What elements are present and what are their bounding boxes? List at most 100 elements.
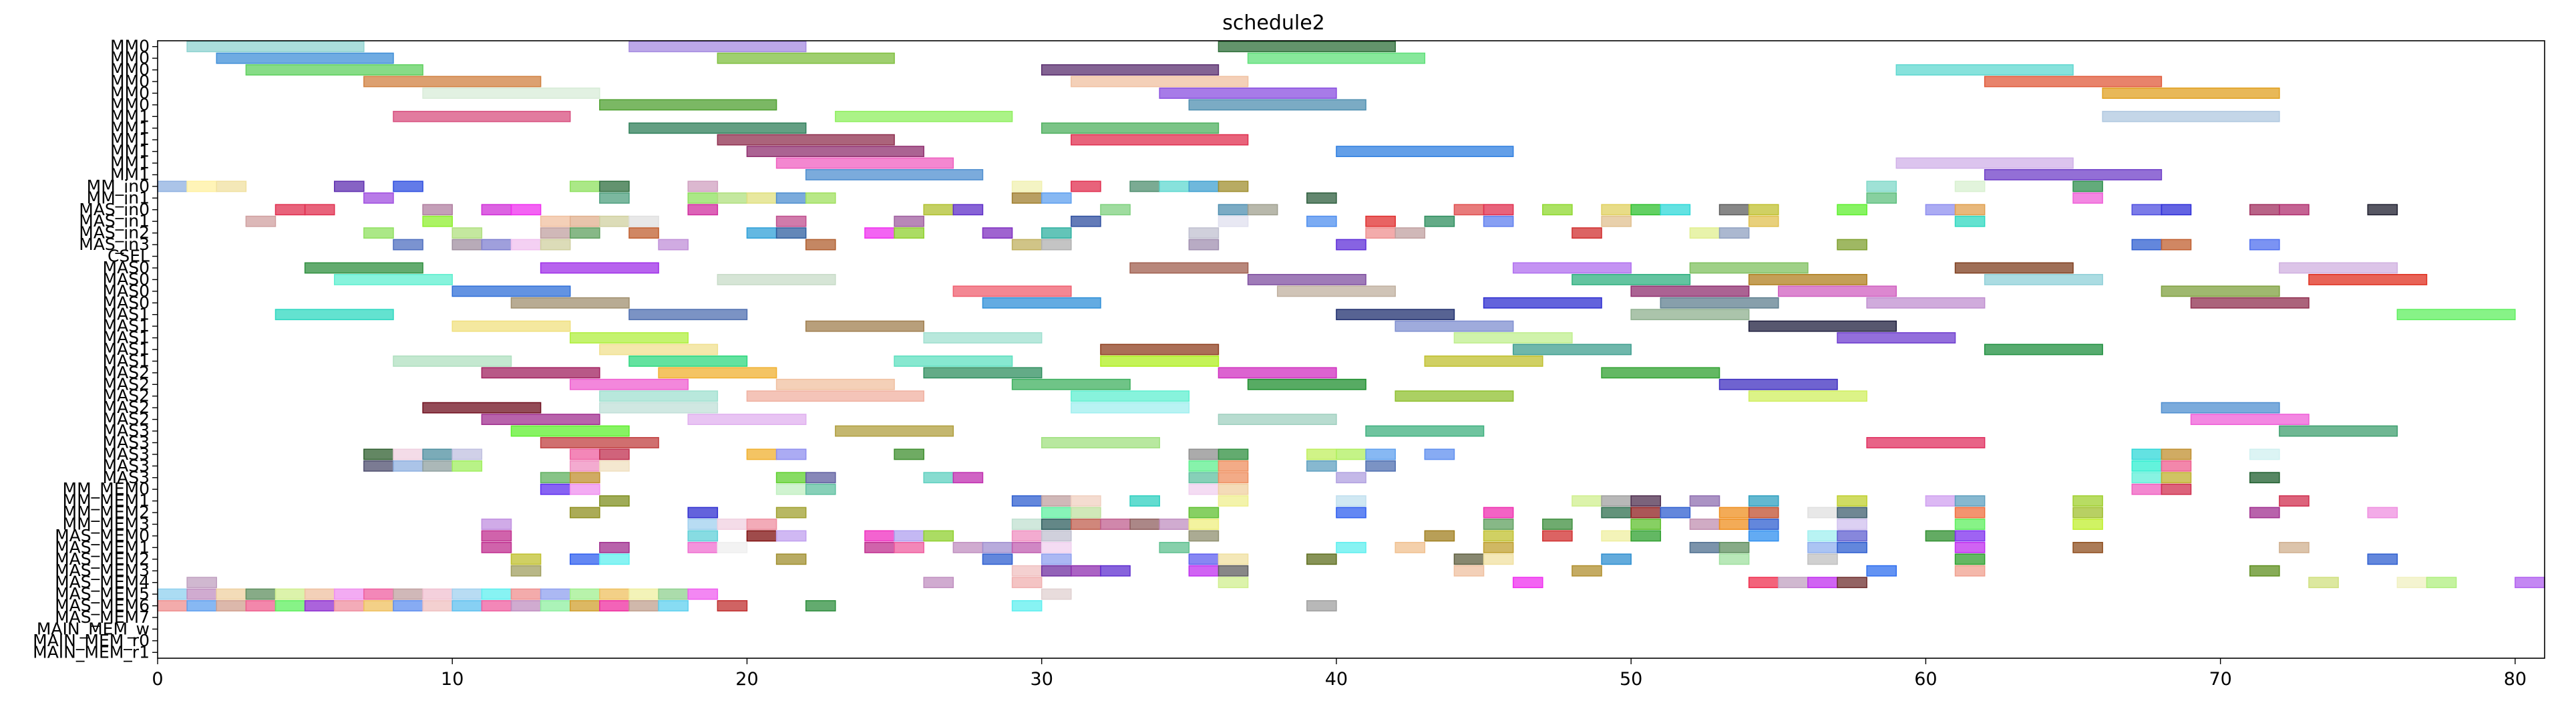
task-bar xyxy=(805,483,836,495)
task-bar xyxy=(393,448,423,460)
task-bar xyxy=(1807,507,1838,519)
task-bar xyxy=(687,541,719,553)
task-bar xyxy=(775,507,807,519)
task-bar xyxy=(1218,367,1337,379)
task-bar xyxy=(1276,285,1396,297)
task-bar xyxy=(599,495,630,507)
task-bar xyxy=(451,320,571,332)
task-bar xyxy=(1807,553,1838,565)
task-bar xyxy=(628,41,807,53)
task-bar xyxy=(1718,204,1750,216)
y-tick-label: MAS_MEM0 xyxy=(55,526,150,545)
task-bar xyxy=(982,297,1101,309)
task-bar xyxy=(393,180,423,192)
task-bar xyxy=(422,448,453,460)
task-bar xyxy=(864,541,895,553)
task-bar xyxy=(1954,530,1986,542)
y-tick-label: MAS3 xyxy=(103,421,150,440)
task-bar xyxy=(1748,320,1897,332)
task-bar xyxy=(2131,460,2163,472)
task-bar xyxy=(422,215,453,227)
y-tick-label: MAS3 xyxy=(103,456,150,475)
task-bar xyxy=(1159,88,1337,99)
task-bar xyxy=(894,541,924,553)
task-bar xyxy=(1188,180,1220,192)
task-bar xyxy=(304,588,335,600)
task-bar xyxy=(2131,239,2163,251)
task-bar xyxy=(2131,204,2163,216)
task-bar xyxy=(599,402,719,414)
task-bar xyxy=(1218,180,1249,192)
task-bar xyxy=(717,273,836,285)
y-tick-label: MAIN_MEM_r1 xyxy=(33,642,150,662)
task-bar xyxy=(687,507,719,519)
task-bar xyxy=(2072,507,2103,519)
task-bar xyxy=(1895,64,2074,76)
y-tick-label: MM0 xyxy=(110,48,150,67)
task-bar xyxy=(1837,239,1867,251)
task-bar xyxy=(1689,262,1809,274)
task-bar xyxy=(1365,425,1485,437)
task-bar xyxy=(2161,448,2192,460)
task-bar xyxy=(1483,215,1514,227)
task-bar xyxy=(1188,460,1220,472)
task-bar xyxy=(1188,483,1220,495)
task-bar xyxy=(569,507,600,519)
task-bar xyxy=(599,215,630,227)
task-bar xyxy=(363,227,394,239)
task-bar xyxy=(1041,530,1072,542)
task-bar xyxy=(2072,519,2103,530)
task-bar xyxy=(599,588,630,600)
task-bar xyxy=(1984,273,2103,285)
task-bar xyxy=(1129,262,1249,274)
task-bar xyxy=(1247,378,1366,390)
task-bar xyxy=(1336,507,1366,519)
task-bar xyxy=(1483,541,1514,553)
task-bar xyxy=(628,309,748,321)
task-bar xyxy=(952,541,984,553)
task-bar xyxy=(775,530,807,542)
task-bar xyxy=(1218,577,1249,589)
task-bar xyxy=(1630,495,1662,507)
y-tick-label: MAS2 xyxy=(103,363,150,382)
task-bar xyxy=(1365,227,1396,239)
task-bar xyxy=(363,588,394,600)
task-bar xyxy=(1660,507,1691,519)
task-bar xyxy=(569,472,600,484)
task-bar xyxy=(1336,146,1514,158)
task-bar xyxy=(245,588,277,600)
task-bar xyxy=(923,204,954,216)
task-bar xyxy=(1866,297,1986,309)
task-bar xyxy=(775,378,895,390)
task-bar xyxy=(422,588,453,600)
task-bar xyxy=(1837,541,1867,553)
task-bar xyxy=(1925,204,1956,216)
task-bar xyxy=(245,64,423,76)
task-bar xyxy=(2161,460,2192,472)
y-tick-label: MAS_in2 xyxy=(79,223,150,243)
task-bar xyxy=(1807,541,1838,553)
task-bar xyxy=(1100,565,1131,577)
task-bar xyxy=(952,472,984,484)
task-bar xyxy=(1630,507,1662,519)
y-tick-label: MM_in1 xyxy=(87,188,150,207)
task-bar xyxy=(1336,541,1366,553)
task-bar xyxy=(2279,262,2398,274)
task-bar xyxy=(1041,495,1072,507)
y-tick-label: MM_MEM0 xyxy=(63,479,150,499)
task-bar xyxy=(1660,297,1779,309)
task-bar xyxy=(540,472,571,484)
task-bar xyxy=(1925,530,1956,542)
y-tick-label: MM1 xyxy=(110,164,150,184)
task-bar xyxy=(746,448,777,460)
task-bar xyxy=(1071,390,1190,402)
x-tick-label: 10 xyxy=(441,669,464,690)
task-bar xyxy=(1954,507,1986,519)
task-bar xyxy=(1718,227,1750,239)
task-bar xyxy=(1601,204,1632,216)
task-bar xyxy=(775,215,807,227)
task-bar xyxy=(1424,448,1455,460)
y-tick-label: MAS_in1 xyxy=(79,211,150,231)
task-bar xyxy=(1041,541,1072,553)
task-bar xyxy=(422,204,453,216)
